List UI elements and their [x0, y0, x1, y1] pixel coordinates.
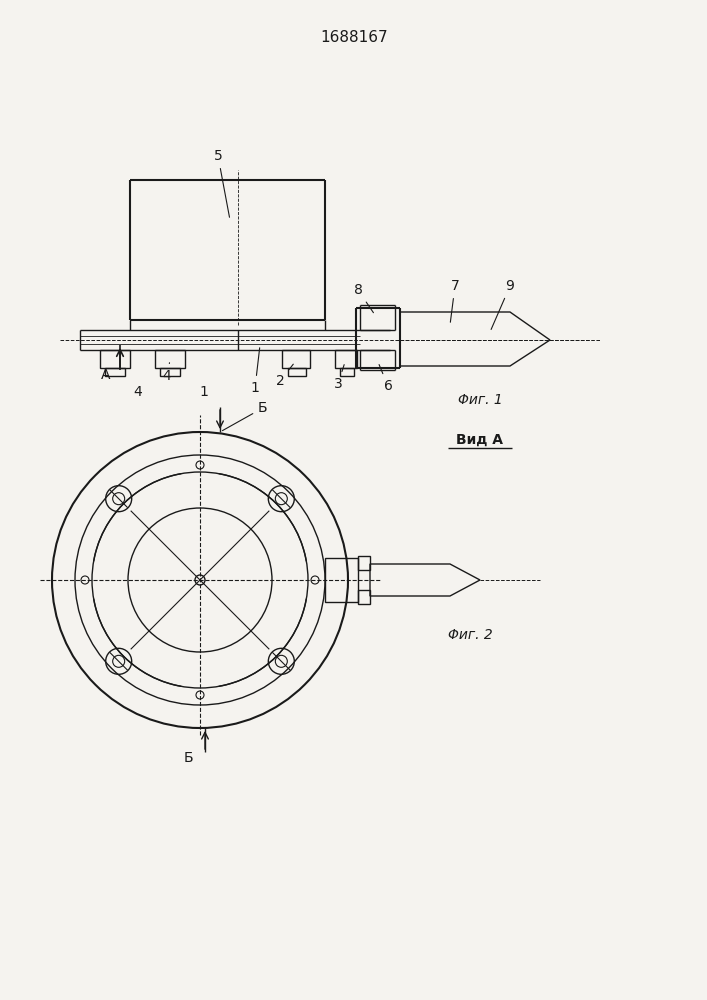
Bar: [155, 350, 185, 368]
Text: 5: 5: [214, 149, 230, 217]
Text: 6: 6: [379, 365, 392, 393]
Bar: [358, 556, 370, 570]
Bar: [288, 368, 306, 376]
Text: Б: Б: [183, 751, 193, 765]
Text: 1: 1: [199, 385, 209, 399]
Text: 4: 4: [163, 363, 171, 383]
Bar: [340, 368, 354, 376]
Text: 1688167: 1688167: [320, 29, 388, 44]
Text: 3: 3: [334, 365, 344, 391]
Text: 9: 9: [491, 279, 515, 329]
Text: Φиг. 1: Φиг. 1: [457, 393, 503, 407]
Text: A: A: [101, 368, 111, 382]
Text: 7: 7: [450, 279, 460, 322]
Text: 4: 4: [134, 385, 142, 399]
Bar: [282, 350, 310, 368]
Bar: [160, 368, 180, 376]
Bar: [105, 368, 125, 376]
Bar: [335, 350, 357, 368]
Bar: [325, 558, 358, 602]
Bar: [358, 590, 370, 604]
Text: Вид A: Вид A: [457, 433, 503, 447]
Text: 8: 8: [354, 283, 373, 313]
Text: 2: 2: [276, 364, 293, 388]
Text: Φиг. 2: Φиг. 2: [448, 628, 492, 642]
Text: 1: 1: [250, 348, 259, 395]
Text: Б: Б: [223, 401, 268, 431]
Bar: [100, 350, 130, 368]
